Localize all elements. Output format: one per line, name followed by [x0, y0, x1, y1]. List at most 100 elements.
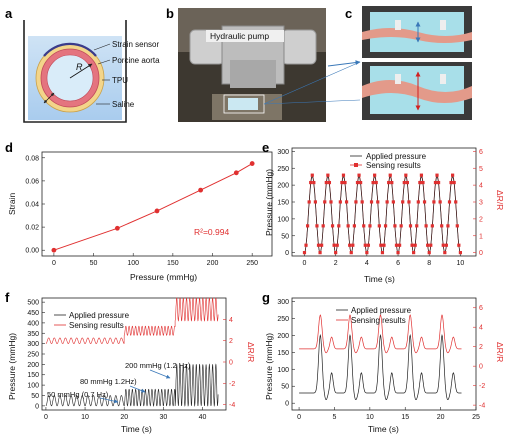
- sensing-point: [397, 243, 402, 247]
- callout-tpu: TPU: [112, 76, 128, 85]
- sensing-point: [351, 243, 355, 247]
- annotation-80mmhg: 80 mmHg 1.2Hz): [80, 377, 137, 386]
- plot-e-right-ytick-label: 4: [479, 183, 483, 190]
- sensing-point: [412, 251, 416, 255]
- sensing-point: [341, 173, 346, 177]
- zoom-line-upper: [263, 61, 361, 105]
- sensing-point: [418, 180, 422, 185]
- sensing-point: [313, 200, 317, 204]
- strain-point: [51, 247, 57, 253]
- plot-f-ytick-label: 250: [27, 352, 39, 359]
- plot-d-xtick-label: 50: [90, 260, 98, 267]
- sensing-point: [394, 243, 399, 247]
- sensing-point: [335, 243, 339, 247]
- panel-g: g 0 50 100 150 200 250 300 -4 -2 0 2 4 6 0 5 10 15 20 25…: [262, 290, 505, 434]
- sensing-point: [405, 180, 409, 185]
- sensing-point: [371, 180, 375, 185]
- plot-e-right-ytick-label: 1: [479, 233, 483, 240]
- strain-point: [154, 208, 160, 214]
- sensing-point: [379, 243, 383, 247]
- annotation-arrow-50: [99, 397, 119, 404]
- sensing-point: [432, 200, 436, 204]
- callout-strain-sensor: Strain sensor: [112, 40, 159, 49]
- sensing-point: [410, 243, 414, 247]
- plot-f-ytick-label: 0: [35, 403, 39, 410]
- applied-pressure-line: [299, 334, 462, 400]
- sensing-point: [369, 200, 374, 204]
- sensing-point: [444, 243, 448, 247]
- plot-g-right-ytick-label: -4: [479, 403, 485, 410]
- sensing-point: [343, 180, 347, 185]
- sensing-point: [458, 251, 463, 255]
- annotation-arrow-80: [129, 385, 146, 393]
- plot-e-xtick-label: 8: [427, 260, 431, 267]
- sensing-point: [416, 200, 420, 204]
- plot-f-xtick-label: 0: [44, 414, 48, 421]
- plot-g-right-ytick-label: 6: [479, 305, 483, 312]
- sensing-results-line: [299, 314, 462, 354]
- plot-e-xtick-label: 10: [457, 260, 465, 267]
- sensing-point: [349, 251, 353, 255]
- callout-line-aorta: [97, 59, 111, 65]
- sensing-point: [443, 251, 447, 255]
- thickness-arrow: [43, 92, 55, 104]
- sensing-point: [362, 224, 366, 228]
- sensing-point: [390, 180, 394, 185]
- sensing-point: [360, 200, 364, 204]
- plot-f-ylabel: Pressure (mmHg): [7, 333, 17, 400]
- plot-f-right-ytick-label: 2: [229, 338, 233, 345]
- zoom-arrow: [327, 60, 361, 67]
- plot-f-right-yticks: -4 -2 0 2 4: [223, 317, 235, 409]
- sensing-point: [376, 200, 380, 204]
- plot-d-xtick-label: 250: [246, 260, 258, 267]
- sensing-point: [380, 251, 385, 255]
- sensing-point: [391, 200, 395, 204]
- panel-c-label: c: [345, 6, 352, 21]
- plot-e-xtick-label: 4: [365, 260, 369, 267]
- sensing-point: [337, 224, 341, 228]
- plot-g-right-ytick-label: -2: [479, 383, 485, 390]
- sensing-point: [426, 243, 430, 247]
- plot-f-ytick-label: 200: [27, 362, 39, 369]
- sensing-point: [315, 224, 319, 228]
- sensing-point: [401, 200, 405, 204]
- plot-g-xtick-label: 0: [297, 414, 301, 421]
- sensing-point: [365, 251, 369, 255]
- sensing-point: [404, 173, 408, 177]
- plot-g-ytick-label: 100: [277, 367, 289, 374]
- legend-e-applied: Applied pressure: [366, 152, 427, 161]
- sensing-point: [382, 243, 386, 247]
- sensing-point: [422, 200, 427, 204]
- sensing-point: [352, 224, 356, 228]
- plot-e-right-ylabel: ΔR/R: [495, 190, 505, 210]
- sensing-point: [354, 200, 358, 204]
- callout-saline: Saline: [112, 100, 135, 109]
- sensing-point: [307, 200, 311, 204]
- plot-e-xtick-label: 0: [303, 260, 307, 267]
- plot-f-right-ytick-label: -4: [229, 402, 235, 409]
- pump-label: Hydraulic pump: [210, 31, 269, 41]
- plot-f-xticks: 0 10 20 30 40: [44, 407, 207, 421]
- sensing-point: [377, 224, 381, 228]
- plot-e-ytick-label: 250: [277, 166, 289, 173]
- plot-g-ytick-label: 250: [277, 316, 289, 323]
- sensing-point: [419, 173, 424, 177]
- sensing-point: [408, 224, 413, 228]
- sensing-point: [340, 180, 344, 185]
- sensing-point: [415, 224, 419, 228]
- pump-label-bg: [206, 30, 284, 42]
- plot-g-ytick-label: 150: [277, 350, 289, 357]
- sensing-point: [318, 251, 322, 255]
- sensing-point: [435, 173, 439, 177]
- sensing-point: [447, 200, 452, 204]
- plot-f-ytick-label: 150: [27, 372, 39, 379]
- sensing-results-line: [304, 174, 461, 254]
- plot-g-right-ylabel: ΔR/R: [495, 342, 505, 362]
- legend-f-sensing: Sensing results: [69, 321, 124, 330]
- sensing-point: [312, 180, 316, 185]
- strain-point: [198, 187, 204, 193]
- plot-g-xticks: 0 5 10 15 20 25: [297, 407, 480, 421]
- panel-d: d 0.00 0.02 0.04 0.06 0.08 0 50 100 150 200 250 R…: [5, 140, 273, 282]
